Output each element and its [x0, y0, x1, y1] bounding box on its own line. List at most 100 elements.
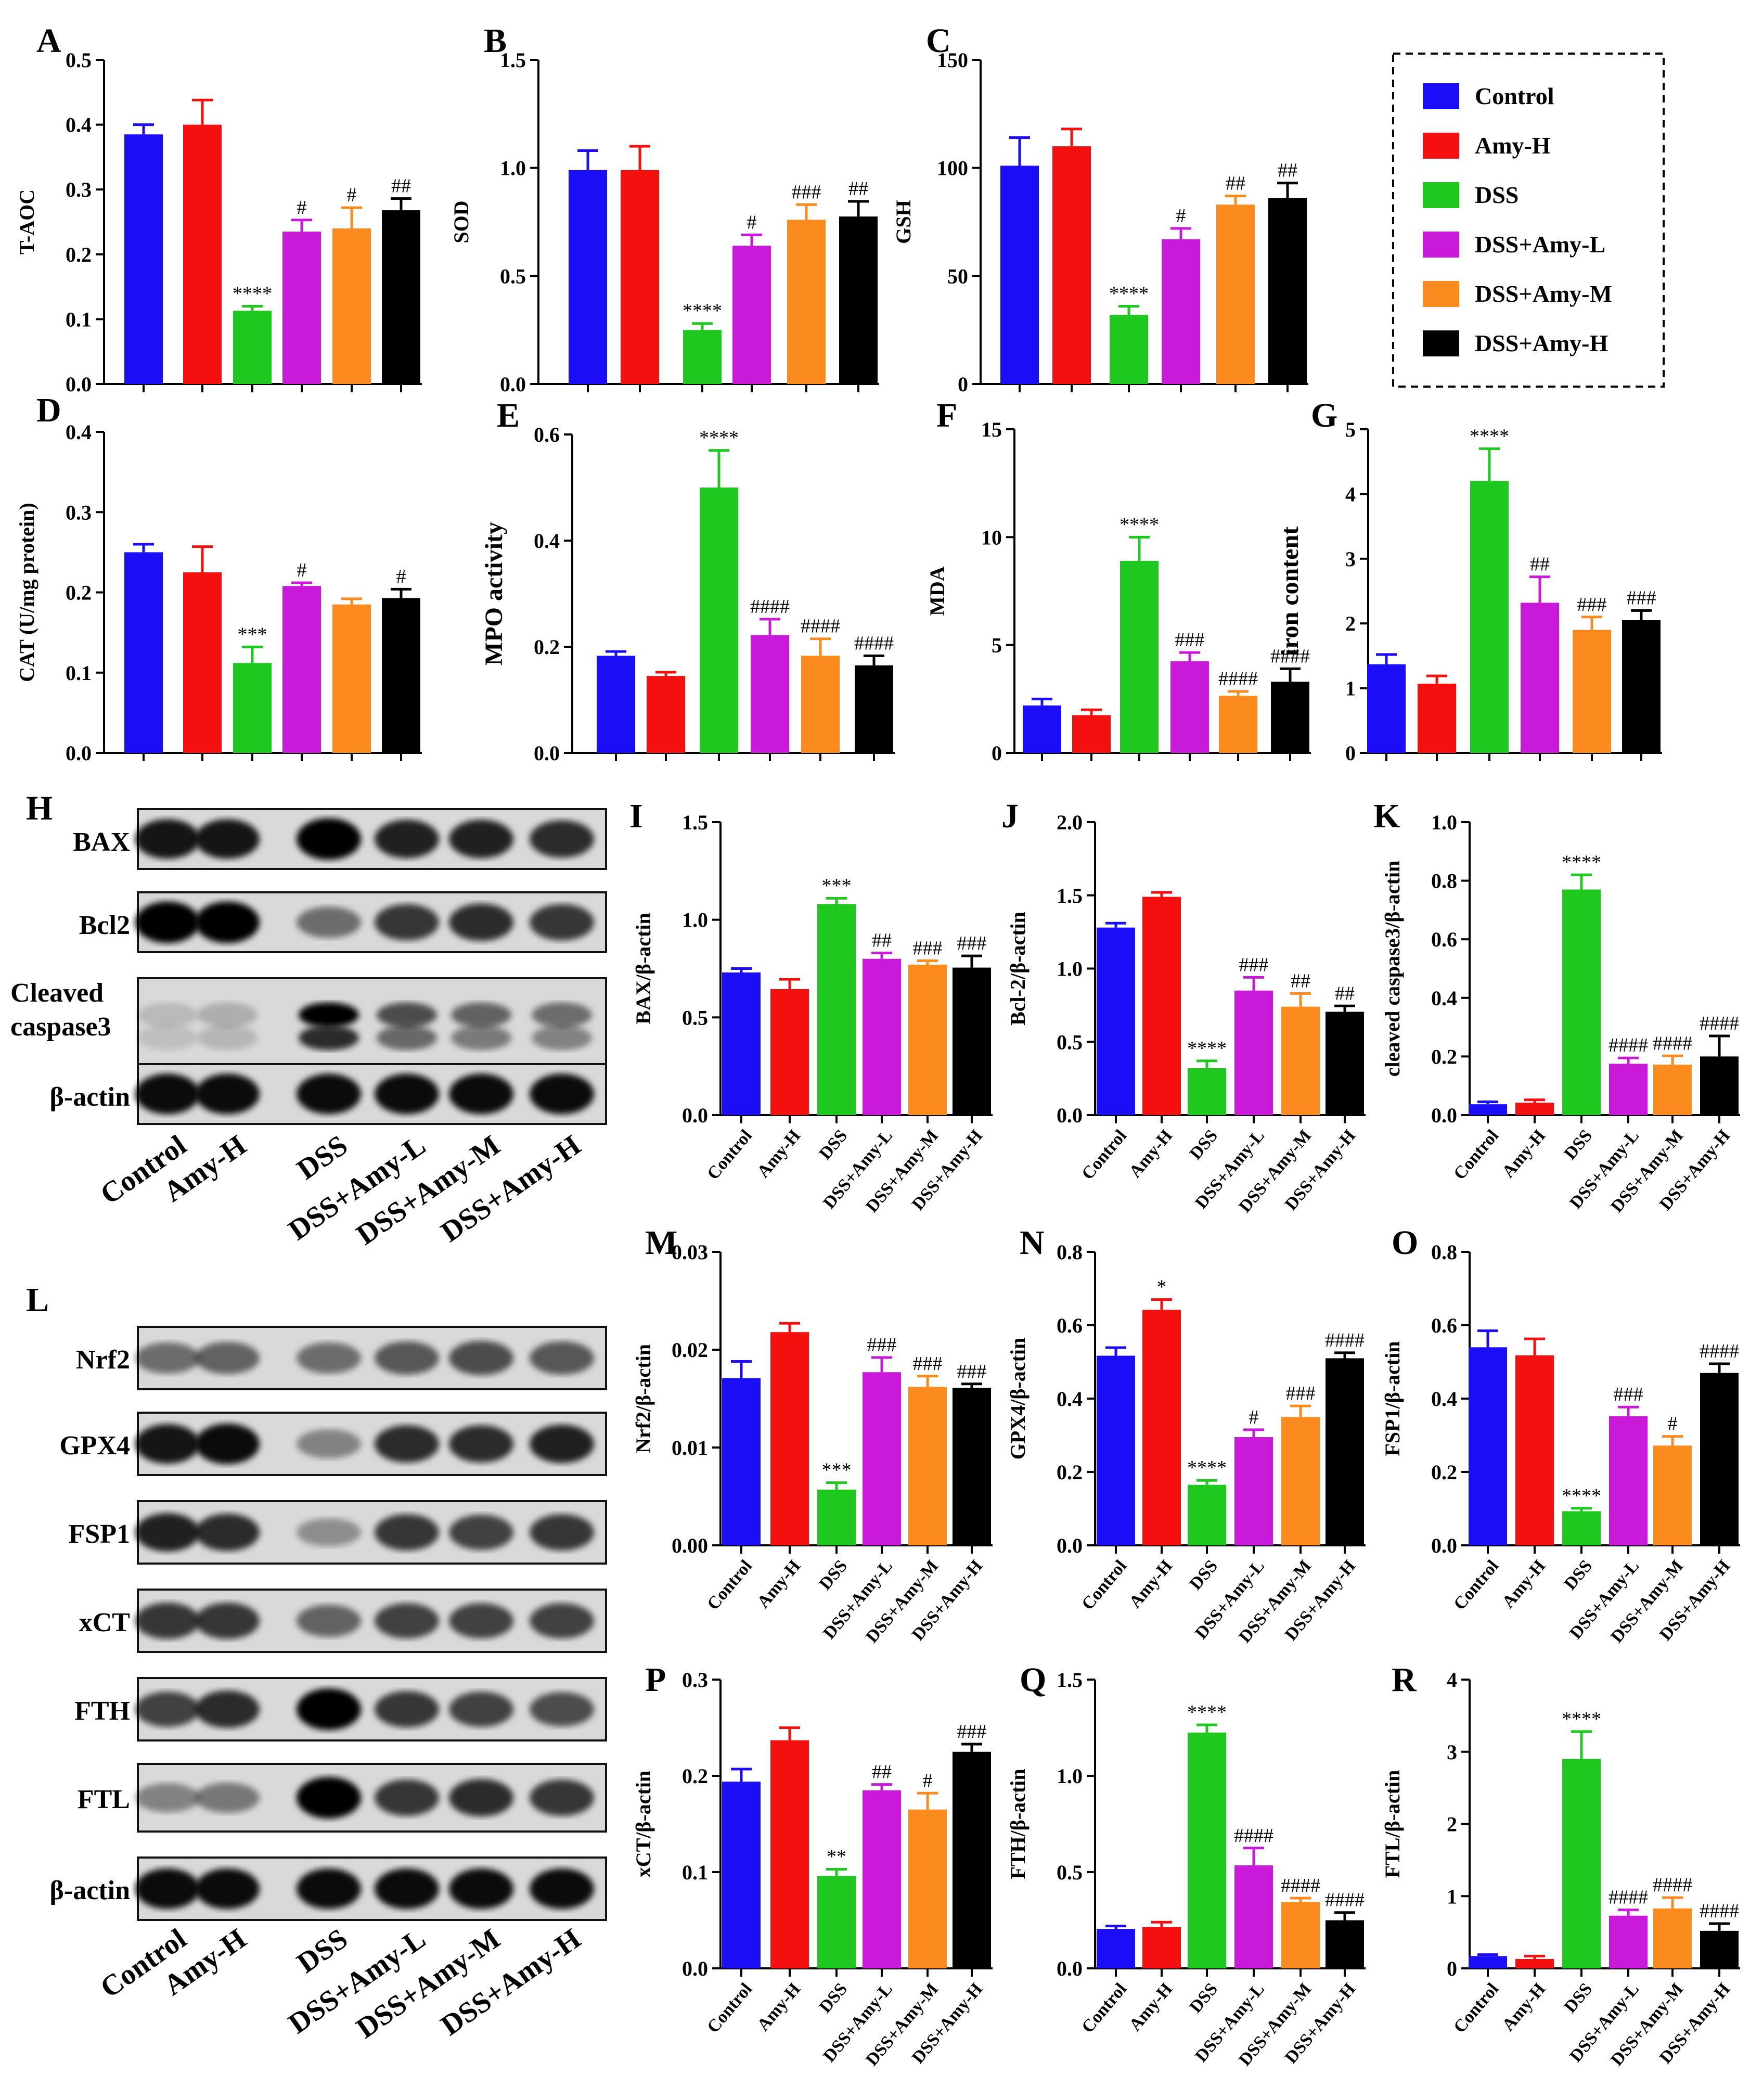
- blot-band: [375, 1341, 439, 1375]
- bar: [1470, 481, 1509, 753]
- panel-letter: P: [645, 1661, 666, 1699]
- bar: [1653, 1065, 1692, 1115]
- bar: [1622, 620, 1661, 753]
- bar: [1418, 683, 1456, 753]
- bar: [1609, 1064, 1648, 1115]
- blot-band: [135, 1513, 200, 1552]
- y-tick-label: 0.1: [66, 308, 92, 331]
- y-tick-label: 1.5: [1057, 1668, 1083, 1692]
- bar: [787, 220, 826, 384]
- blot-band: [375, 1603, 439, 1638]
- bar: [1000, 165, 1039, 384]
- bar: [722, 1782, 761, 1968]
- bar: [863, 958, 901, 1115]
- bar: [817, 1876, 856, 1968]
- bar: [1281, 1006, 1320, 1115]
- bar: [1515, 1958, 1554, 1968]
- bar: [1609, 1416, 1648, 1545]
- panel-letter: B: [484, 22, 507, 60]
- blot-band: [297, 818, 361, 860]
- bar: [908, 1809, 947, 1968]
- y-tick-label: 1.5: [500, 48, 526, 72]
- x-tick-label: DSS: [1561, 1556, 1596, 1594]
- bar: [700, 488, 738, 753]
- x-tick-label: Control: [703, 1556, 756, 1614]
- significance-label: #: [747, 211, 757, 233]
- y-tick-label: 0.4: [1057, 1387, 1083, 1411]
- y-tick-label: 0.0: [682, 1957, 708, 1980]
- blot-strip: [137, 977, 607, 1075]
- blot-band: [195, 1868, 260, 1909]
- blot-band: [530, 1073, 594, 1115]
- chart-panel-J: J 0.0 0.5 1.0 1.5 2.0 Bcl-2/β-actin ControlAmy-…: [1001, 797, 1366, 1217]
- bar: [1271, 682, 1309, 753]
- blot-band: [449, 903, 513, 941]
- chart-panel-M: M 0.00 0.01 0.02 0.03 Nrf2/β-actin ControlAmy-…: [632, 1224, 993, 1647]
- significance-label: ####: [1234, 1825, 1273, 1847]
- bar: [569, 170, 607, 384]
- x-tick-label: Amy-H: [1499, 1556, 1550, 1611]
- y-axis-label: T-AOC: [15, 189, 38, 254]
- bar: [1653, 1908, 1692, 1968]
- blot-band: [449, 1779, 513, 1816]
- significance-label: #: [923, 1770, 933, 1791]
- significance-label: ####: [1281, 1875, 1320, 1897]
- blot-band: [135, 1783, 200, 1812]
- blot-band: [449, 1515, 513, 1550]
- bar: [1268, 198, 1307, 384]
- significance-label: ####: [854, 632, 894, 654]
- y-tick-label: 5: [1345, 418, 1356, 441]
- significance-label: #: [1176, 205, 1186, 227]
- x-tick-label: Amy-H: [754, 1979, 805, 2034]
- y-tick-label: 0.03: [672, 1240, 708, 1264]
- bar: [1700, 1056, 1739, 1115]
- y-tick-label: 0.2: [66, 243, 92, 266]
- blot-band: [451, 1025, 511, 1051]
- bar: [382, 210, 420, 384]
- y-axis-label: MDA: [925, 566, 949, 616]
- significance-label: ####: [1218, 668, 1258, 690]
- bar: [1023, 705, 1061, 753]
- bar: [1562, 1759, 1601, 1968]
- bar: [1162, 239, 1200, 384]
- legend-swatch: [1423, 133, 1459, 159]
- blot-band: [135, 901, 200, 943]
- legend-label: Control: [1475, 83, 1554, 109]
- y-tick-label: 50: [947, 264, 968, 288]
- bar: [647, 676, 685, 753]
- y-tick-label: 1: [1447, 1885, 1457, 1908]
- panel-letter: C: [926, 22, 951, 60]
- y-tick-label: 0.6: [1431, 928, 1457, 951]
- bar: [1052, 146, 1091, 384]
- bar: [1072, 715, 1111, 753]
- y-axis-label: Nrf2/β-actin: [632, 1344, 655, 1453]
- y-tick-label: 0.0: [534, 741, 560, 765]
- blot-band: [530, 1514, 594, 1551]
- significance-label: ***: [822, 1459, 852, 1481]
- blot-band: [375, 1073, 439, 1115]
- y-tick-label: 0.5: [500, 264, 526, 288]
- bar: [1562, 889, 1601, 1115]
- blot-band: [297, 906, 361, 938]
- blot-band: [449, 1073, 513, 1115]
- y-tick-label: 0.1: [682, 1861, 708, 1884]
- blot-band: [449, 819, 513, 859]
- y-tick-label: 0: [958, 373, 968, 396]
- blot-band: [375, 1779, 439, 1816]
- y-axis-label: GSH: [892, 200, 915, 244]
- y-tick-label: 0.4: [534, 529, 560, 553]
- bar: [1216, 204, 1255, 384]
- blot-band: [375, 1514, 439, 1551]
- y-tick-label: 0.3: [682, 1668, 708, 1692]
- significance-label: ####: [1325, 1889, 1365, 1911]
- blot-band: [297, 1342, 361, 1374]
- legend: Control Amy-H DSS DSS+Amy-L DSS+Amy-M DSS+Amy…: [1392, 53, 1665, 388]
- chart-panel-A: A0.00.10.20.30.40.5T-AOC****## ##: [15, 22, 422, 396]
- y-axis-label: FSP1/β-actin: [1381, 1341, 1404, 1456]
- bar: [770, 989, 809, 1115]
- bar: [1326, 1920, 1364, 1968]
